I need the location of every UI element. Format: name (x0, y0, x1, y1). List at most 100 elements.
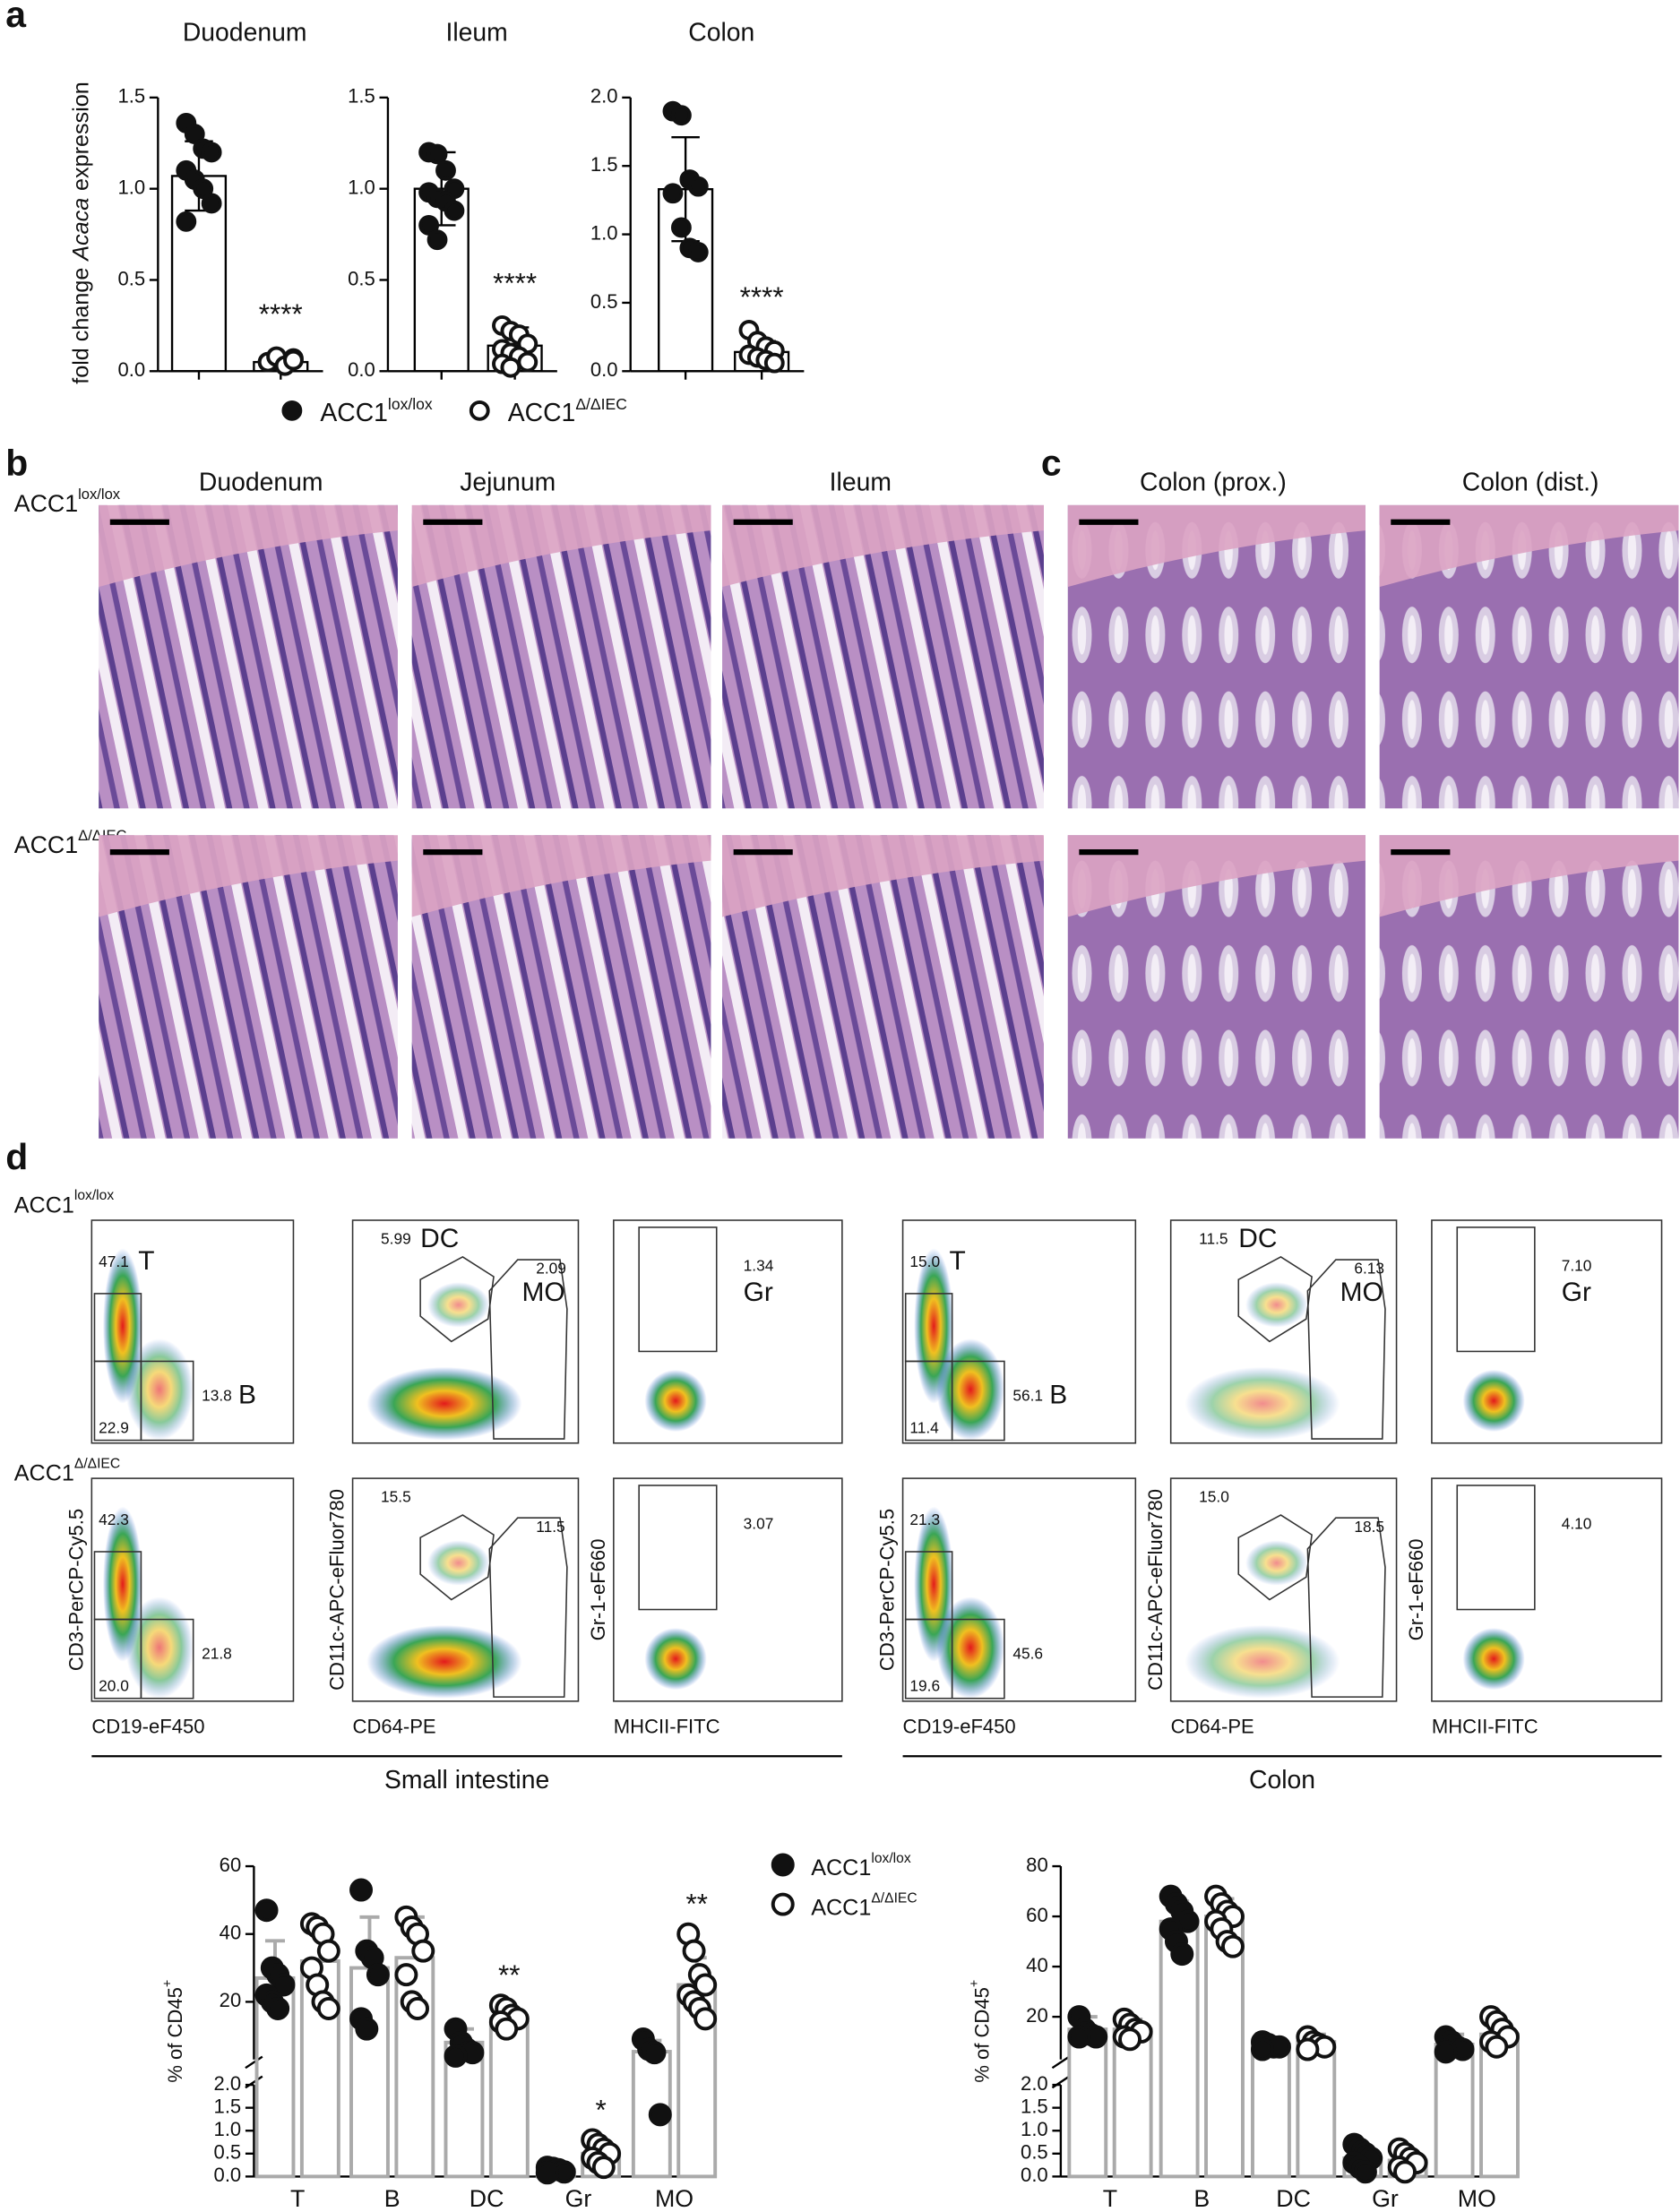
data-point (283, 349, 304, 371)
data-point (201, 193, 222, 214)
panel-label: a (5, 0, 27, 35)
cell-cloud (1462, 1369, 1525, 1433)
column-title: Ileum (830, 469, 892, 497)
gate (488, 1517, 568, 1698)
data-point (176, 211, 197, 232)
axis-label: CD19-eF450 (91, 1716, 204, 1738)
gate (140, 1360, 194, 1442)
legend-label-sup: lox/lox (871, 1851, 910, 1866)
bar (1112, 2027, 1153, 2179)
y-tick-label: 40 (220, 1922, 242, 1944)
data-point (500, 357, 521, 378)
data-point (266, 1996, 290, 2020)
data-point (1296, 2037, 1320, 2061)
gate (419, 1514, 495, 1601)
axis-label: CD64-PE (353, 1716, 436, 1738)
y-tick-label: 0.5 (590, 290, 618, 313)
cell-cloud (125, 1338, 194, 1441)
gate-value: 11.5 (1199, 1230, 1228, 1248)
y-label-main: % of CD45 (164, 1987, 186, 2083)
gate (1456, 1485, 1536, 1611)
panel-label: c (1041, 443, 1062, 484)
data-point (495, 2017, 519, 2041)
cell-cloud (125, 1597, 194, 1699)
data-point (642, 2041, 667, 2065)
cell-cloud (1462, 1627, 1525, 1691)
gate (419, 1256, 495, 1343)
group-label: Small intestine (384, 1766, 549, 1795)
column-title: Colon (dist.) (1462, 469, 1599, 497)
x-tick-label: MO (1458, 2185, 1496, 2212)
y-label-part: fold change (68, 268, 93, 384)
muscle-layer (99, 504, 398, 588)
x-tick-label: DC (1276, 2185, 1311, 2212)
y-tick-label: 1.5 (348, 85, 375, 108)
y-tick-label: 2.0 (590, 85, 618, 108)
cell-cloud (366, 1624, 522, 1699)
legend-label-sup: Δ/ΔIEC (871, 1890, 917, 1906)
data-point (670, 105, 692, 126)
significance: **** (493, 268, 537, 299)
muscle-layer (411, 835, 711, 917)
data-point (444, 200, 465, 221)
data-point (1170, 1942, 1194, 1967)
bar (1251, 2042, 1291, 2179)
x-tick-label: DC (470, 2185, 504, 2212)
gate-name: T (950, 1246, 966, 1276)
cell-cloud (1245, 1540, 1308, 1586)
cell-cloud (427, 1282, 490, 1328)
cell-cloud (644, 1627, 707, 1691)
gate (951, 1360, 1005, 1442)
x-tick-label: T (1103, 2185, 1117, 2212)
gate (1456, 1226, 1536, 1353)
x-tick-label: Gr (565, 2185, 592, 2212)
data-point (435, 159, 456, 181)
cell-cloud (936, 1597, 1004, 1699)
gate-value: 1.34 (744, 1257, 774, 1275)
significance: ** (685, 1889, 708, 1920)
gate-name: B (1049, 1381, 1067, 1410)
y-axis-label: % of CD45+ (968, 1980, 993, 2083)
legend-label-main: ACC1 (811, 1895, 871, 1920)
x-tick-label: B (1193, 2185, 1210, 2212)
y-tick-label: 0.0 (214, 2164, 242, 2186)
row-label-main: ACC1 (14, 490, 78, 517)
axis-break (1051, 2055, 1070, 2089)
data-point (444, 2044, 468, 2068)
y-tick-label: 1.5 (1021, 2095, 1048, 2117)
y-label-part: expression (68, 82, 93, 191)
bar (349, 1966, 390, 2179)
gate-value: 15.5 (381, 1488, 411, 1506)
axis-break (245, 2055, 263, 2089)
column-title: Colon (prox.) (1140, 469, 1287, 497)
significance: * (596, 2094, 607, 2125)
cell-cloud (1245, 1282, 1308, 1328)
gate-value: 5.99 (381, 1230, 411, 1248)
gate-value: 7.10 (1562, 1257, 1592, 1275)
y-tick-label: 1.5 (590, 153, 618, 176)
cell-cloud (1185, 1366, 1340, 1441)
data-point (648, 2103, 672, 2127)
axis-label: Gr-1-eF660 (587, 1539, 609, 1641)
y-tick-label: 0.0 (1021, 2164, 1048, 2186)
gate-value: 2.09 (536, 1260, 566, 1278)
gate (140, 1618, 194, 1700)
gate (1237, 1256, 1313, 1343)
axis-label: CD64-PE (1171, 1716, 1254, 1738)
gate-name: B (238, 1381, 256, 1410)
row-label-sup: lox/lox (78, 486, 121, 503)
bar (1067, 2027, 1108, 2179)
y-tick-label: 0.0 (590, 358, 618, 381)
muscle-layer (1379, 504, 1679, 588)
gate-value: 18.5 (1354, 1518, 1384, 1536)
gate-value: 11.4 (909, 1419, 939, 1437)
legend-marker (281, 400, 303, 421)
data-point (517, 351, 538, 373)
data-point (1485, 2035, 1509, 2059)
muscle-layer (1067, 835, 1366, 917)
y-tick-label: 60 (220, 1854, 242, 1876)
data-point (193, 178, 214, 200)
gate-value: 19.6 (909, 1677, 940, 1695)
significance: **** (740, 281, 784, 313)
